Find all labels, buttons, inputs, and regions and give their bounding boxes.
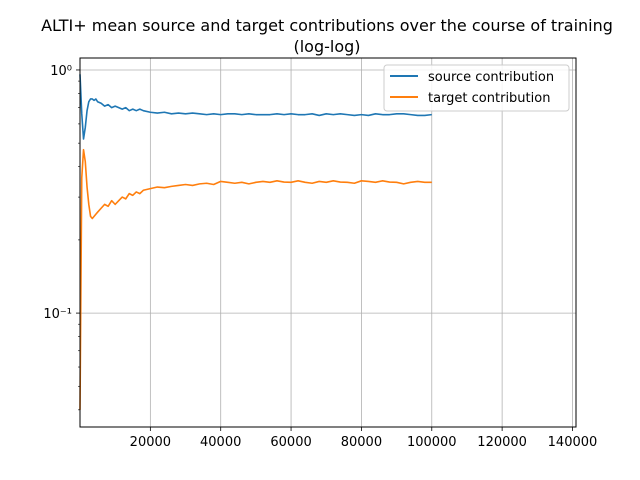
x-tick-label: 100000 [407, 435, 457, 450]
x-tick-label: 80000 [341, 435, 382, 450]
x-tick-label: 140000 [548, 435, 598, 450]
legend: source contribution target contribution [383, 64, 570, 112]
legend-box [383, 64, 570, 112]
y-tick-label: 10⁻¹ [43, 307, 72, 322]
grid-layer [80, 58, 576, 427]
chart-title-line-2: (log-log) [293, 37, 360, 56]
y-tick-label: 10⁰ [50, 64, 72, 79]
series-layer [79, 74, 432, 410]
x-tick-label: 40000 [200, 435, 241, 450]
x-tick-label: 120000 [477, 435, 527, 450]
legend-label-target: target contribution [428, 91, 550, 106]
chart-title-line-1: ALTI+ mean source and target contributio… [41, 16, 613, 35]
x-tick-label: 20000 [130, 435, 171, 450]
legend-label-source: source contribution [428, 70, 554, 85]
axis-layer: 20000 40000 60000 80000 100000 120000 140000 10… [43, 64, 597, 450]
series-line-source [79, 74, 432, 140]
x-tick-label: 60000 [270, 435, 311, 450]
series-line-target [79, 148, 432, 410]
plot-frame [79, 57, 577, 428]
